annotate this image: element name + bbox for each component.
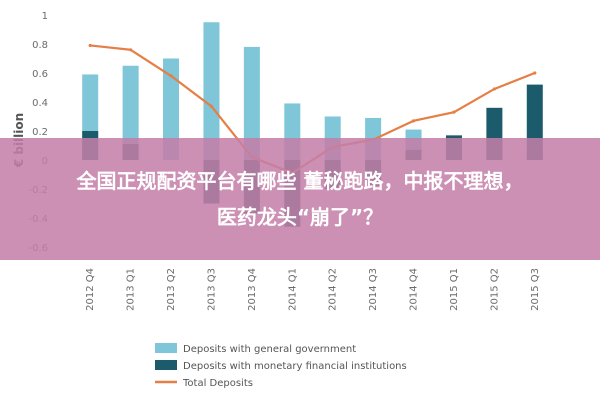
bar-general-government [243,46,260,160]
x-tick-label: 2015 Q2 [489,268,500,311]
legend-label: Deposits with monetary financial institu… [183,361,407,372]
total-point [533,71,537,75]
x-tick-label: 2014 Q4 [409,268,420,311]
legend-swatch [155,360,177,370]
x-tick-label: 2014 Q2 [328,268,339,311]
x-tick-label: 2013 Q4 [247,268,258,311]
legend-label: Deposits with general government [183,344,356,355]
x-axis: 2012 Q4 2013 Q1 2013 Q2 2013 Q3 2013 Q4 2014 … [85,268,541,311]
bar-general-government [203,22,220,160]
total-point [411,119,416,123]
total-point [492,87,496,91]
y-tick-label: 0.8 [32,40,48,51]
legend-swatch [155,343,177,353]
total-point [452,110,456,114]
total-point [88,43,92,48]
bar-general-government [122,65,139,160]
banner-line-1: 全国正规配资平台有哪些 董秘跑路，中报不理想， [76,169,524,193]
legend: Deposits with general government Deposits… [155,343,407,389]
y-tick-label: 0.4 [32,98,48,109]
overlay-banner: 全国正规配资平台有哪些 董秘跑路，中报不理想， 医药龙头“崩了”？ [0,138,600,260]
y-tick-label: 0.6 [32,69,48,80]
bar-general-government [163,58,180,160]
banner-headline[interactable]: 全国正规配资平台有哪些 董秘跑路，中报不理想， 医药龙头“崩了”？ [8,163,593,235]
x-tick-label: 2013 Q2 [166,268,177,311]
x-tick-label: 2013 Q1 [126,268,137,311]
x-tick-label: 2014 Q1 [287,268,298,311]
x-tick-label: 2013 Q3 [206,268,217,311]
y-tick-label: 0.2 [32,127,48,138]
x-tick-label: 2014 Q3 [368,268,379,311]
total-point [209,104,214,108]
x-tick-label: 2015 Q3 [530,268,541,311]
total-point [129,48,133,52]
x-tick-label: 2015 Q1 [449,268,460,311]
legend-label: Total Deposits [182,378,253,389]
x-tick-label: 2012 Q4 [85,268,96,311]
y-tick-label: 1 [42,11,48,22]
banner-line-2: 医药龙头“崩了”？ [216,205,384,229]
total-point [169,74,173,78]
